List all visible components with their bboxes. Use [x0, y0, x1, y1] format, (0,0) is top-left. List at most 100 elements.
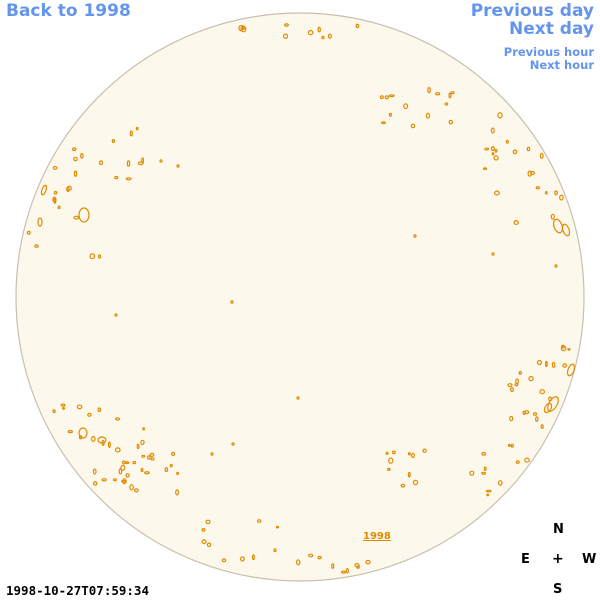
feature-contour — [239, 556, 245, 562]
year-link[interactable]: 1998 — [363, 531, 391, 542]
feature-contour — [345, 568, 349, 574]
feature-contour — [284, 23, 289, 27]
feature-contour — [307, 29, 314, 36]
feature-contour — [97, 254, 102, 259]
previous-day-link[interactable]: Previous day — [470, 1, 594, 21]
next-hour-link[interactable]: Next hour — [529, 58, 594, 72]
feature-contour — [164, 467, 169, 473]
feature-contour — [448, 119, 453, 125]
feature-contour — [62, 407, 66, 410]
feature-contour — [528, 376, 534, 382]
feature-contour — [114, 447, 121, 453]
feature-contour — [114, 417, 120, 421]
feature-contour — [540, 424, 544, 429]
feature-contour — [89, 253, 96, 260]
previous-hour-link[interactable]: Previous hour — [503, 45, 594, 59]
feature-contour — [176, 164, 180, 168]
feature-contour — [307, 553, 314, 558]
feature-contour — [550, 213, 555, 220]
feature-contour — [545, 360, 548, 368]
feature-contour — [526, 146, 531, 152]
feature-contour — [282, 33, 289, 39]
feature-contour — [539, 389, 546, 395]
feature-contour — [494, 190, 500, 196]
feature-contour — [507, 383, 513, 388]
feature-contour — [125, 473, 130, 478]
feature-contour — [111, 139, 116, 144]
feature-contour — [331, 563, 335, 569]
feature-contour — [98, 160, 104, 166]
compass-south-label: S — [553, 582, 563, 597]
feature-contour — [114, 313, 118, 317]
feature-contour — [66, 185, 72, 191]
feature-contour — [355, 23, 360, 29]
feature-contour — [150, 457, 155, 461]
feature-contour — [176, 471, 180, 476]
feature-contour — [403, 103, 409, 110]
feature-contour — [317, 26, 321, 33]
feature-contour — [144, 471, 150, 475]
feature-contour — [497, 480, 503, 486]
feature-contour — [524, 457, 530, 463]
feature-contour — [296, 396, 300, 400]
back-to-year-link[interactable]: Back to 1998 — [6, 1, 131, 21]
feature-contour — [427, 86, 431, 94]
feature-contour — [444, 102, 449, 106]
feature-contour — [485, 489, 492, 493]
feature-contour — [231, 442, 235, 446]
feature-contour — [133, 488, 139, 493]
feature-contour — [513, 220, 519, 226]
feature-contour — [425, 112, 430, 119]
feature-contour — [101, 478, 107, 482]
feature-contour — [80, 153, 84, 159]
feature-contour — [73, 170, 78, 177]
next-day-link[interactable]: Next day — [509, 19, 594, 39]
feature-contour — [514, 383, 519, 387]
feature-contour — [275, 525, 280, 529]
feature-contour — [341, 570, 347, 574]
feature-contour — [91, 435, 96, 442]
feature-contour — [317, 555, 322, 560]
feature-contour — [26, 230, 31, 235]
feature-contour — [73, 156, 78, 162]
feature-contour — [510, 443, 514, 448]
feature-contour — [483, 466, 487, 472]
feature-contour — [535, 416, 539, 422]
feature-contour — [126, 160, 131, 167]
feature-contour — [512, 149, 518, 155]
feature-contour — [539, 152, 544, 159]
feature-contour — [548, 396, 553, 402]
compass-east-label: E — [521, 552, 530, 567]
feature-contour — [507, 443, 511, 448]
feature-contour — [379, 95, 384, 100]
feature-contour — [543, 402, 553, 414]
feature-contour — [201, 539, 207, 545]
feature-contour — [422, 448, 427, 453]
feature-contour — [509, 415, 514, 422]
feature-contour — [481, 471, 487, 475]
feature-contour — [482, 167, 488, 171]
feature-contour — [87, 412, 92, 417]
feature-contour — [481, 451, 487, 456]
feature-contour — [384, 95, 389, 100]
feature-contour — [71, 147, 77, 152]
feature-contour — [560, 345, 567, 352]
feature-contour — [146, 455, 151, 460]
feature-contour — [221, 558, 227, 563]
feature-contour — [122, 460, 126, 465]
feature-contour — [365, 559, 371, 565]
feature-contour — [92, 468, 97, 475]
feature-contour — [60, 403, 66, 407]
feature-contour — [53, 190, 58, 195]
feature-contour — [494, 148, 498, 153]
feature-contour — [505, 139, 509, 144]
feature-contour — [206, 542, 212, 548]
feature-contour — [67, 430, 74, 434]
feature-contour — [493, 155, 499, 161]
feature-contour — [129, 130, 133, 137]
feature-contour — [552, 218, 564, 234]
feature-contour — [135, 126, 139, 131]
feature-contour — [327, 33, 332, 39]
feature-contour — [554, 264, 558, 268]
